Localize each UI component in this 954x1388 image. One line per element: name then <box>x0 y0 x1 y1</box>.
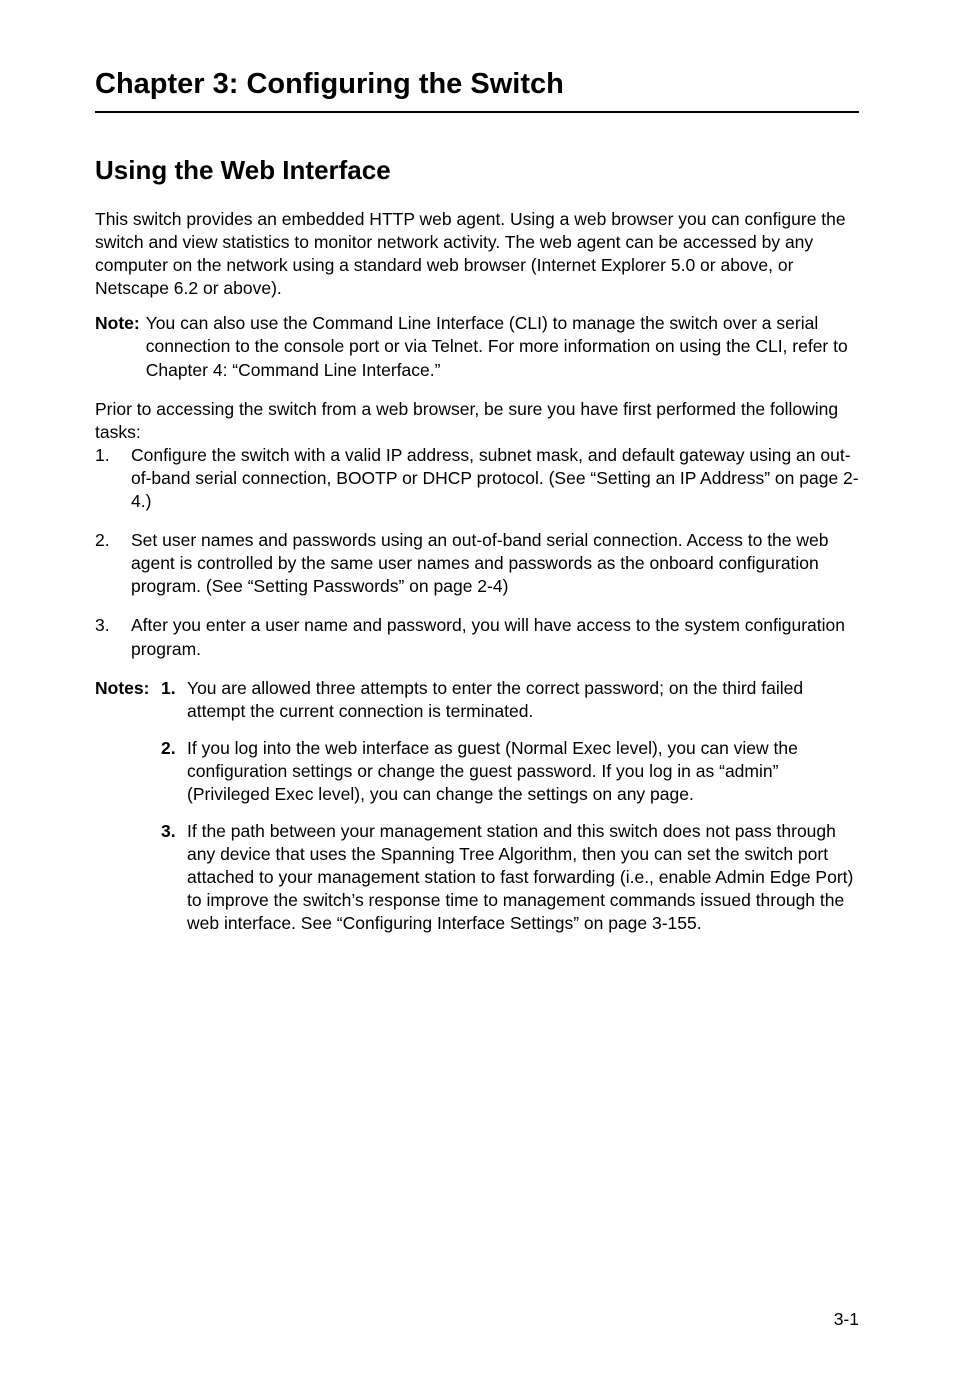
task-item: 1. Configure the switch with a valid IP … <box>95 444 859 513</box>
task-body: Set user names and passwords using an ou… <box>131 529 859 598</box>
task-number: 3. <box>95 614 131 660</box>
task-number: 2. <box>95 529 131 598</box>
notes-item: Notes: 1. You are allowed three attempts… <box>95 677 859 723</box>
notes-body: If you log into the web interface as gue… <box>187 737 859 806</box>
intro-paragraph: This switch provides an embedded HTTP we… <box>95 208 859 300</box>
notes-label: Notes: <box>95 677 161 723</box>
task-item: 3. After you enter a user name and passw… <box>95 614 859 660</box>
notes-body: You are allowed three attempts to enter … <box>187 677 859 723</box>
notes-number: 1. <box>161 677 187 723</box>
task-number: 1. <box>95 444 131 513</box>
page-number: 3-1 <box>834 1309 859 1330</box>
note-label: Note: <box>95 312 146 381</box>
section-title: Using the Web Interface <box>95 155 859 186</box>
notes-item: 2. If you log into the web interface as … <box>95 737 859 806</box>
notes-number: 3. <box>161 820 187 935</box>
notes-block: Notes: 1. You are allowed three attempts… <box>95 677 859 936</box>
note-body: You can also use the Command Line Interf… <box>146 312 859 381</box>
task-body: Configure the switch with a valid IP add… <box>131 444 859 513</box>
tasks-intro: Prior to accessing the switch from a web… <box>95 398 859 444</box>
note-block: Note: You can also use the Command Line … <box>95 312 859 381</box>
notes-label-spacer <box>95 820 161 935</box>
notes-label-spacer <box>95 737 161 806</box>
chapter-title: Chapter 3: Configuring the Switch <box>95 68 859 113</box>
task-body: After you enter a user name and password… <box>131 614 859 660</box>
notes-number: 2. <box>161 737 187 806</box>
task-item: 2. Set user names and passwords using an… <box>95 529 859 598</box>
notes-body: If the path between your management stat… <box>187 820 859 935</box>
notes-item: 3. If the path between your management s… <box>95 820 859 935</box>
